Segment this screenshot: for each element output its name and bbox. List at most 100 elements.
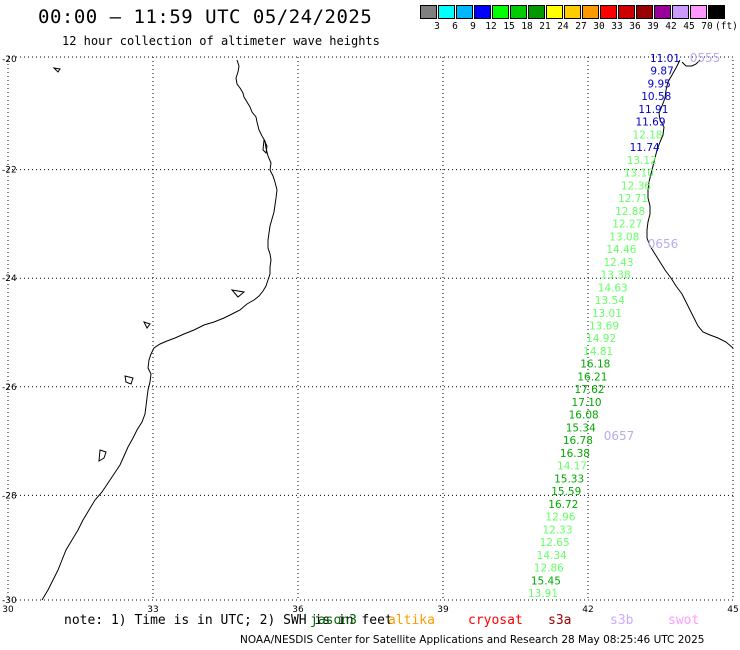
map-subtitle: 12 hour collection of altimeter wave hei…: [62, 34, 380, 48]
swh-value: 13.08: [609, 231, 639, 243]
axis-labels: 30 33 36 39 42 45 -20 -22 -24 -26 -28 -30: [2, 55, 739, 615]
grid-lines: [7, 56, 734, 601]
pass-time-label: 0656: [648, 237, 679, 251]
bay-outline: [124, 375, 134, 385]
swh-value: 13.54: [595, 295, 625, 307]
inhaca-outline: [143, 321, 151, 329]
x-tick-label: 42: [582, 605, 593, 615]
satellite-swot: swot: [668, 613, 700, 628]
swh-value: 12.33: [542, 524, 572, 536]
legend-swatch: [672, 5, 689, 19]
x-tick-label: 39: [437, 605, 449, 615]
y-tick-label: -22: [2, 166, 17, 176]
legend-label: 39: [647, 21, 659, 32]
swh-value: 14.63: [598, 282, 628, 294]
africa-coastline: [41, 59, 278, 601]
swh-value: 12.86: [534, 563, 564, 575]
swh-value: 16.18: [580, 359, 610, 371]
legend-swatch: [564, 5, 581, 19]
swh-value: 17.10: [572, 397, 602, 409]
swh-value: 12.65: [540, 537, 570, 549]
legend-label: (ft): [715, 21, 738, 32]
swh-value: 12.36: [621, 180, 651, 192]
satellite-jason3: jason3: [310, 613, 357, 628]
pass-time-label: 0555: [690, 51, 721, 65]
legend-label: 6: [452, 21, 458, 32]
legend-label: 36: [629, 21, 641, 32]
legend-swatch: [600, 5, 617, 19]
legend-label: 45: [683, 21, 695, 32]
legend-label: 70: [701, 21, 713, 32]
legend-label: 21: [539, 21, 551, 32]
wave-height-legend: 3 6 9 12 15 18 21 24 27 30 33 36 39 42 45 70 (ft): [420, 5, 738, 33]
satellite-s3a: s3a: [548, 613, 572, 628]
map-frame: [7, 56, 734, 601]
swh-value: 13.01: [592, 308, 622, 320]
swh-value: 9.95: [647, 78, 670, 90]
swh-value: 11.74: [630, 142, 660, 154]
swh-value: 15.45: [531, 575, 561, 587]
pass-time-labels: 0555 0656 0657: [604, 51, 721, 443]
swh-value: 17.62: [574, 384, 604, 396]
swh-value: 9.87: [650, 66, 673, 78]
y-tick-label: -20: [2, 55, 17, 65]
swh-value: 16.78: [563, 435, 593, 447]
swh-value: 13.38: [601, 270, 631, 282]
y-tick-label: -24: [2, 274, 17, 284]
madagascar-coastline-upper: [681, 59, 701, 67]
lake-outline: [98, 449, 107, 462]
swh-value: 11.91: [638, 104, 668, 116]
y-tick-label: -26: [2, 383, 17, 393]
small-islet: [52, 67, 61, 73]
credit-line: NOAA/NESDIS Center for Satellite Applica…: [240, 634, 705, 646]
swh-value: 13.69: [589, 321, 619, 333]
legend-label: 18: [521, 21, 533, 32]
satellite-cryosat: cryosat: [468, 613, 523, 628]
swh-value: 13.12: [627, 155, 657, 167]
legend-swatch: [636, 5, 653, 19]
legend-label: 30: [593, 21, 605, 32]
legend-label: 3: [434, 21, 440, 32]
footer-note: note: 1) Time is in UTC; 2) SWH is in fe…: [64, 613, 393, 628]
bazaruto-island: [262, 138, 268, 155]
satellite-s3b: s3b: [610, 613, 634, 628]
legend-label: 12: [485, 21, 497, 32]
legend-label: 24: [557, 21, 569, 32]
legend-label: 33: [611, 21, 623, 32]
y-tick-label: -30: [2, 596, 17, 606]
legend-label: 15: [503, 21, 515, 32]
legend-swatch: [618, 5, 635, 19]
swh-value: 16.21: [577, 371, 607, 383]
legend-swatch: [474, 5, 491, 19]
legend-swatch: [654, 5, 671, 19]
legend-swatch: [510, 5, 527, 19]
swh-value: 12.96: [545, 512, 575, 524]
swh-value: 16.08: [569, 410, 599, 422]
madagascar-coastline: [646, 59, 734, 349]
swh-value: 12.43: [603, 257, 633, 269]
swh-value: 12.88: [615, 206, 645, 218]
swh-value: 16.72: [548, 499, 578, 511]
legend-swatch: [708, 5, 725, 19]
swh-value: 14.17: [557, 461, 587, 473]
altimeter-track: 11.019.879.9510.5811.9111.6912.1811.7413…: [528, 53, 680, 600]
river-mouth: [230, 289, 246, 298]
legend-swatch: [582, 5, 599, 19]
legend-label: 27: [575, 21, 587, 32]
legend-swatch: [420, 5, 437, 19]
satellite-altika: altika: [388, 613, 435, 628]
x-tick-label: 36: [292, 605, 304, 615]
legend-swatch: [528, 5, 545, 19]
y-tick-label: -28: [2, 491, 17, 501]
x-tick-label: 33: [147, 605, 158, 615]
swh-value: 14.46: [606, 244, 636, 256]
swh-value: 14.34: [537, 550, 567, 562]
swh-value: 11.69: [635, 117, 665, 129]
map-title: 00:00 – 11:59 UTC 05/24/2025: [38, 6, 373, 28]
pass-time-label: 0657: [604, 429, 635, 443]
swh-value: 12.27: [612, 219, 642, 231]
swh-value: 12.18: [633, 129, 663, 141]
swh-value: 12.71: [618, 193, 648, 205]
swh-value: 14.92: [586, 333, 616, 345]
